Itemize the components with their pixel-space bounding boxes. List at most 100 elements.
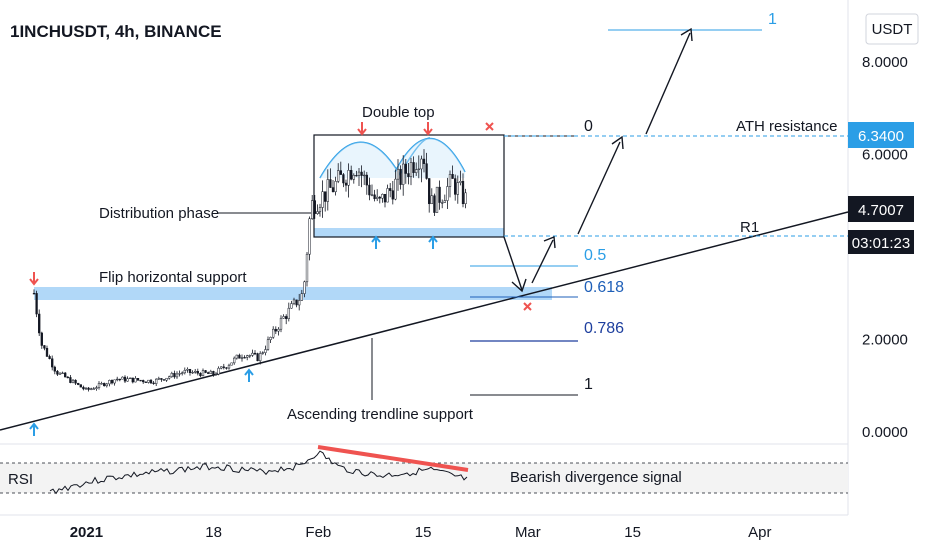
currency-label: USDT	[872, 21, 913, 38]
candle-up	[318, 207, 322, 212]
countdown-tag	[848, 230, 914, 254]
candle-down	[412, 162, 415, 173]
double-top-arc-2	[394, 137, 466, 173]
candle-down	[428, 178, 431, 205]
trendline-label: Ascending trendline support	[287, 406, 474, 423]
distribution-label: Distribution phase	[99, 205, 219, 222]
candle-down	[74, 379, 77, 384]
candle-down	[160, 378, 163, 380]
candle-up	[97, 383, 101, 388]
candle-up	[147, 379, 150, 383]
candle-up	[435, 186, 439, 213]
candle-down	[253, 352, 257, 355]
currency-button[interactable]	[865, 13, 919, 45]
current-price-tag	[848, 196, 914, 222]
candle-down	[295, 299, 298, 306]
x-tick-label: 18	[205, 524, 222, 541]
candle-down	[196, 371, 199, 374]
candle-up	[298, 300, 301, 306]
candle-up	[84, 387, 88, 390]
candle-down	[204, 370, 207, 373]
candle-up	[459, 181, 462, 183]
projection-path	[503, 27, 693, 293]
candle-down	[199, 373, 202, 377]
candle-up	[448, 174, 452, 187]
candle-down	[243, 357, 246, 359]
y-tick-label: 6.0000	[862, 147, 908, 164]
distribution-support-zone	[314, 228, 504, 237]
candle-down	[451, 174, 454, 179]
candle-down	[222, 366, 225, 368]
candle-up	[71, 379, 75, 383]
y-tick-label: 8.0000	[862, 54, 908, 71]
candle-down	[188, 368, 192, 373]
candle-up	[269, 336, 272, 340]
candle-up	[100, 383, 103, 385]
fib-level-05-label: 0.5	[584, 247, 606, 264]
candle-up	[217, 367, 220, 375]
candle-up	[175, 373, 179, 378]
candle-up	[157, 378, 160, 380]
flip-support-label: Flip horizontal support	[99, 269, 247, 286]
candle-down	[66, 376, 69, 379]
candle-up	[279, 317, 283, 330]
candle-down	[407, 173, 410, 178]
x-tick-label: Feb	[305, 524, 331, 541]
r1-label: R1	[740, 219, 759, 236]
candle-up	[186, 368, 189, 371]
candle-down	[110, 380, 114, 384]
candle-up	[194, 371, 197, 373]
candle-up	[381, 193, 384, 199]
candle-up	[61, 372, 64, 374]
rsi-label: RSI	[8, 471, 33, 488]
candle-down	[274, 328, 277, 332]
divergence-label: Bearish divergence signal	[510, 469, 682, 486]
candle-down	[383, 193, 387, 203]
candle-up	[168, 376, 171, 379]
candle-down	[238, 354, 241, 359]
candle-up	[266, 339, 270, 350]
candle-up	[394, 178, 397, 200]
candle-down	[207, 372, 210, 374]
candle-up	[155, 378, 158, 384]
candle-down	[69, 377, 72, 383]
candle-up	[456, 182, 459, 195]
candle-down	[422, 158, 426, 164]
current-price-value: 4.7007	[858, 202, 904, 219]
candle-up	[386, 188, 389, 203]
candle-up	[409, 162, 413, 178]
candle-up	[430, 195, 433, 205]
candle-down	[53, 366, 56, 372]
double-top-label: Double top	[362, 104, 435, 121]
y-tick-label: 0.0000	[862, 424, 908, 441]
fib-level-0786-label: 0.786	[584, 320, 624, 337]
candle-up	[246, 355, 249, 358]
candle-down	[438, 186, 441, 203]
candle-down	[313, 200, 316, 214]
candle-up	[290, 303, 293, 309]
candle-up	[277, 328, 280, 332]
candle-down	[136, 378, 140, 381]
candle-up	[363, 174, 366, 177]
candle-up	[126, 378, 129, 382]
candle-down	[355, 174, 358, 177]
candle-up	[90, 388, 93, 390]
candle-up	[446, 186, 449, 201]
fib-level-top-label: 1	[768, 11, 777, 28]
candle-down	[404, 163, 407, 174]
ath-resistance-label: ATH resistance	[736, 118, 837, 135]
double-top-fill	[320, 138, 465, 178]
candle-down	[32, 293, 36, 295]
candle-down	[162, 379, 166, 381]
candle-down	[87, 387, 90, 390]
candle-up	[417, 168, 420, 170]
candle-down	[38, 313, 41, 334]
candle-up	[352, 174, 355, 180]
candle-down	[56, 370, 59, 375]
candle-up	[240, 357, 244, 359]
candle-down	[399, 168, 402, 185]
candle-down	[144, 381, 147, 383]
candle-up	[402, 163, 405, 185]
candle-up	[334, 181, 337, 193]
candle-down	[43, 345, 46, 349]
